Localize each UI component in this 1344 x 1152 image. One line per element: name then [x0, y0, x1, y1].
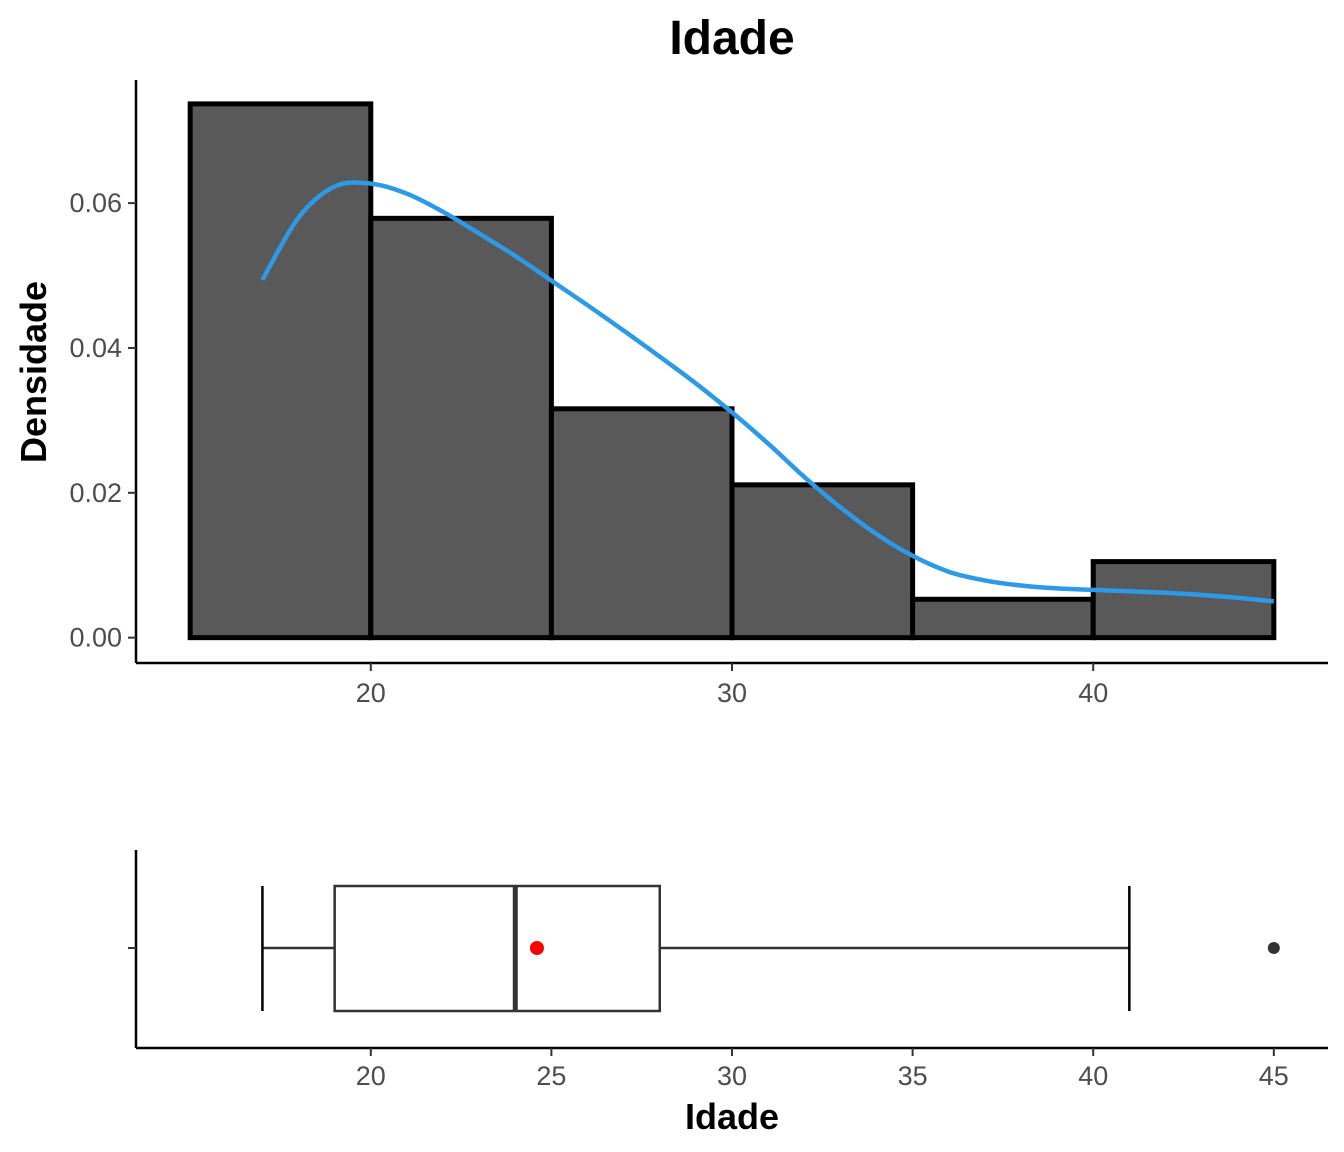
boxplot-x-tick-label: 30	[717, 1061, 747, 1091]
histogram-axes: 0.00 0.02 0.04 0.06 20 30 40	[69, 80, 1328, 708]
histogram-y-tick-label: 0.04	[69, 333, 122, 363]
density-curve	[260, 180, 1275, 604]
boxplot-x-tick-label: 45	[1259, 1061, 1289, 1091]
boxplot-x-tick-label: 40	[1078, 1061, 1108, 1091]
histogram-y-tick-label: 0.00	[69, 623, 122, 653]
boxplot-outlier-point	[1267, 942, 1280, 954]
boxplot-x-tick-label: 25	[536, 1061, 566, 1091]
histogram-x-tick-label: 30	[717, 678, 747, 708]
histogram-bars	[187, 101, 1277, 641]
histogram-x-tick-label: 20	[356, 678, 386, 708]
histogram-y-axis-title: Densidade	[13, 281, 54, 463]
boxplot-x-axis-title: Idade	[685, 1096, 779, 1137]
histogram-y-tick-label: 0.06	[69, 188, 122, 218]
boxplot-box	[333, 884, 662, 1013]
histogram-bar	[368, 215, 554, 641]
boxplot-x-tick-label: 20	[356, 1061, 386, 1091]
boxplot	[261, 884, 1280, 1013]
boxplot-axes: 20 25 30 35 40 45	[128, 850, 1328, 1091]
histogram-y-tick-label: 0.02	[69, 478, 122, 508]
chart-title: Idade	[669, 12, 794, 65]
histogram-bar	[910, 596, 1096, 641]
boxplot-mean-point	[529, 941, 544, 955]
histogram-x-tick-label: 40	[1078, 678, 1108, 708]
histogram-bar	[729, 482, 916, 641]
histogram-bar	[187, 101, 374, 641]
boxplot-x-tick-label: 35	[898, 1061, 928, 1091]
histogram-bar	[548, 406, 735, 641]
